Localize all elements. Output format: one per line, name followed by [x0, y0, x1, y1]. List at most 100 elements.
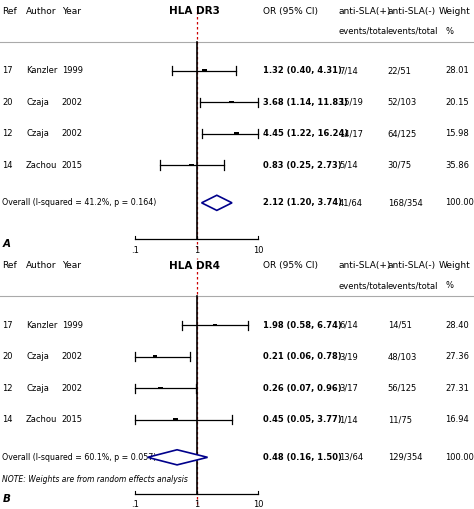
- Text: anti-SLA(+): anti-SLA(+): [339, 7, 391, 16]
- Text: NOTE: Weights are from random effects analysis: NOTE: Weights are from random effects an…: [2, 475, 188, 485]
- Text: 15/19: 15/19: [339, 98, 363, 106]
- Polygon shape: [201, 195, 232, 210]
- Bar: [229, 101, 234, 103]
- Text: OR (95% CI): OR (95% CI): [263, 7, 318, 16]
- Text: Kanzler: Kanzler: [26, 321, 57, 329]
- Text: Ref: Ref: [2, 261, 17, 270]
- Text: Author: Author: [26, 261, 56, 270]
- Text: 14: 14: [2, 160, 13, 169]
- Text: 129/354: 129/354: [388, 453, 422, 462]
- Text: 30/75: 30/75: [388, 160, 412, 169]
- Text: 28.40: 28.40: [446, 321, 469, 329]
- Text: 2015: 2015: [62, 160, 82, 169]
- Text: 1: 1: [194, 246, 200, 254]
- Text: events/total: events/total: [339, 281, 390, 291]
- Text: 2.12 (1.20, 3.74): 2.12 (1.20, 3.74): [263, 199, 342, 207]
- Bar: [173, 418, 178, 421]
- Text: 13/64: 13/64: [339, 453, 363, 462]
- Text: 1999: 1999: [62, 66, 82, 75]
- Text: 100.00: 100.00: [446, 453, 474, 462]
- Text: 14/17: 14/17: [339, 129, 363, 138]
- Text: 48/103: 48/103: [388, 352, 417, 361]
- Text: B: B: [2, 494, 10, 504]
- Text: Zachou: Zachou: [26, 160, 57, 169]
- Text: 1: 1: [194, 500, 200, 509]
- Text: 3/19: 3/19: [339, 352, 358, 361]
- Text: %: %: [446, 27, 454, 36]
- Text: 17: 17: [2, 321, 13, 329]
- Text: HLA DR3: HLA DR3: [169, 6, 220, 16]
- Text: Overall (I-squared = 41.2%, p = 0.164): Overall (I-squared = 41.2%, p = 0.164): [2, 199, 156, 207]
- Text: Author: Author: [26, 7, 56, 16]
- Text: 15.98: 15.98: [446, 129, 469, 138]
- Text: Zachou: Zachou: [26, 415, 57, 424]
- Text: 20.15: 20.15: [446, 98, 469, 106]
- Text: 0.83 (0.25, 2.73): 0.83 (0.25, 2.73): [263, 160, 342, 169]
- Text: Kanzler: Kanzler: [26, 66, 57, 75]
- Text: 17: 17: [2, 66, 13, 75]
- Text: 2002: 2002: [62, 352, 82, 361]
- Bar: [189, 164, 194, 166]
- Text: 14/51: 14/51: [388, 321, 411, 329]
- Text: events/total: events/total: [388, 27, 438, 36]
- Text: events/total: events/total: [388, 281, 438, 291]
- Text: 0.26 (0.07, 0.96): 0.26 (0.07, 0.96): [263, 384, 342, 392]
- Text: 7/14: 7/14: [339, 66, 358, 75]
- Text: Year: Year: [62, 7, 81, 16]
- Bar: [158, 387, 163, 389]
- Text: 1.98 (0.58, 6.74): 1.98 (0.58, 6.74): [263, 321, 342, 329]
- Text: 56/125: 56/125: [388, 384, 417, 392]
- Text: .1: .1: [131, 246, 139, 254]
- Text: anti-SLA(-): anti-SLA(-): [388, 261, 436, 270]
- Text: 2015: 2015: [62, 415, 82, 424]
- Text: 10: 10: [253, 500, 264, 509]
- Text: anti-SLA(-): anti-SLA(-): [388, 7, 436, 16]
- Text: anti-SLA(+): anti-SLA(+): [339, 261, 391, 270]
- Text: Czaja: Czaja: [26, 384, 49, 392]
- Text: 11/75: 11/75: [388, 415, 412, 424]
- Text: 10: 10: [253, 246, 264, 254]
- Text: Year: Year: [62, 261, 81, 270]
- Text: 64/125: 64/125: [388, 129, 417, 138]
- Text: 2002: 2002: [62, 98, 82, 106]
- Text: 27.31: 27.31: [446, 384, 469, 392]
- Text: 0.48 (0.16, 1.50): 0.48 (0.16, 1.50): [263, 453, 342, 462]
- Text: 27.36: 27.36: [446, 352, 470, 361]
- Text: A: A: [2, 239, 10, 249]
- Text: 14: 14: [2, 415, 13, 424]
- Text: 6/14: 6/14: [339, 321, 358, 329]
- Text: HLA DR4: HLA DR4: [169, 261, 220, 271]
- Text: Czaja: Czaja: [26, 129, 49, 138]
- Text: 3.68 (1.14, 11.83): 3.68 (1.14, 11.83): [263, 98, 348, 106]
- Text: 0.45 (0.05, 3.77): 0.45 (0.05, 3.77): [263, 415, 342, 424]
- Text: 2002: 2002: [62, 129, 82, 138]
- Text: 168/354: 168/354: [388, 199, 422, 207]
- Bar: [202, 69, 207, 72]
- Text: events/total: events/total: [339, 27, 390, 36]
- Text: %: %: [446, 281, 454, 291]
- Text: 100.00: 100.00: [446, 199, 474, 207]
- Text: 16.94: 16.94: [446, 415, 469, 424]
- Text: 52/103: 52/103: [388, 98, 417, 106]
- Text: 35.86: 35.86: [446, 160, 470, 169]
- Text: 20: 20: [2, 352, 13, 361]
- Bar: [153, 355, 157, 358]
- Text: 2002: 2002: [62, 384, 82, 392]
- Text: 0.21 (0.06, 0.78): 0.21 (0.06, 0.78): [263, 352, 342, 361]
- Text: Weight: Weight: [438, 261, 470, 270]
- Text: 4.45 (1.22, 16.24): 4.45 (1.22, 16.24): [263, 129, 348, 138]
- Polygon shape: [148, 450, 208, 465]
- Text: 3/17: 3/17: [339, 384, 358, 392]
- Bar: [234, 132, 239, 135]
- Text: .1: .1: [131, 500, 139, 509]
- Text: 5/14: 5/14: [339, 160, 357, 169]
- Text: 12: 12: [2, 129, 13, 138]
- Text: 1.32 (0.40, 4.31): 1.32 (0.40, 4.31): [263, 66, 342, 75]
- Text: 28.01: 28.01: [446, 66, 469, 75]
- Text: Overall (I-squared = 60.1%, p = 0.057): Overall (I-squared = 60.1%, p = 0.057): [2, 453, 156, 462]
- Text: 12: 12: [2, 384, 13, 392]
- Bar: [213, 324, 218, 326]
- Text: Weight: Weight: [438, 7, 470, 16]
- Text: 20: 20: [2, 98, 13, 106]
- Text: 1999: 1999: [62, 321, 82, 329]
